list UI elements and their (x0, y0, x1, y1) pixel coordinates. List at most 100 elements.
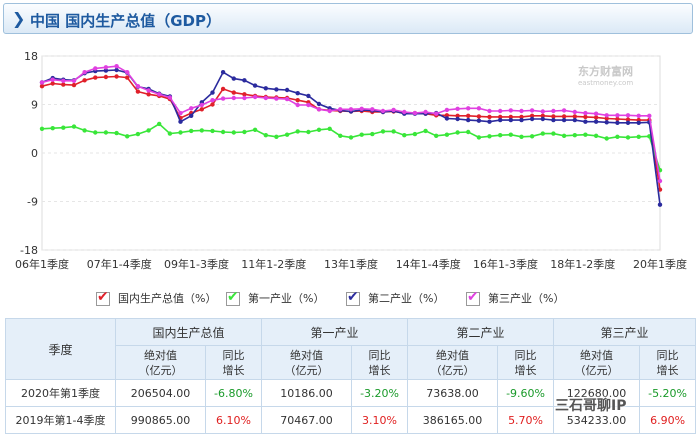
data-point[interactable] (316, 107, 322, 112)
data-point[interactable] (572, 109, 577, 115)
data-point[interactable] (199, 128, 204, 133)
data-point[interactable] (583, 132, 588, 137)
data-point[interactable] (615, 134, 620, 139)
data-point[interactable] (93, 66, 98, 71)
data-point[interactable] (114, 130, 119, 136)
data-point[interactable] (348, 135, 354, 140)
data-point[interactable] (561, 108, 567, 113)
data-point[interactable] (327, 108, 332, 114)
data-point[interactable] (551, 117, 556, 123)
data-point[interactable] (391, 129, 396, 134)
data-point[interactable] (167, 131, 173, 136)
data-point[interactable] (359, 132, 364, 137)
data-point[interactable] (50, 77, 55, 82)
data-point[interactable] (636, 134, 641, 139)
data-point[interactable] (210, 98, 215, 103)
data-point[interactable] (561, 133, 567, 138)
data-point[interactable] (551, 108, 556, 114)
data-point[interactable] (519, 114, 524, 120)
data-point[interactable] (210, 128, 215, 134)
data-point[interactable] (455, 130, 460, 135)
data-point[interactable] (252, 127, 258, 132)
data-point[interactable] (508, 117, 513, 123)
data-point[interactable] (657, 202, 663, 207)
data-point[interactable] (39, 80, 45, 85)
data-point[interactable] (199, 107, 204, 112)
data-point[interactable] (583, 114, 588, 120)
data-point[interactable] (625, 135, 631, 140)
data-point[interactable] (189, 113, 194, 119)
checkbox-icon[interactable]: ✔ (226, 289, 240, 306)
data-point[interactable] (444, 132, 450, 137)
data-point[interactable] (338, 107, 343, 112)
data-point[interactable] (295, 91, 300, 96)
data-point[interactable] (71, 78, 77, 83)
data-point[interactable] (519, 117, 524, 123)
data-point[interactable] (487, 114, 492, 120)
data-point[interactable] (455, 113, 460, 119)
data-point[interactable] (561, 114, 567, 119)
data-point[interactable] (71, 82, 77, 88)
data-point[interactable] (625, 113, 631, 118)
data-point[interactable] (636, 113, 641, 119)
data-point[interactable] (189, 106, 194, 111)
data-point[interactable] (380, 108, 386, 114)
data-point[interactable] (583, 119, 588, 124)
data-point[interactable] (231, 90, 236, 95)
data-point[interactable] (242, 129, 247, 135)
data-point[interactable] (455, 116, 460, 122)
data-point[interactable] (220, 70, 226, 75)
data-point[interactable] (551, 114, 556, 119)
data-point[interactable] (114, 67, 119, 73)
data-point[interactable] (561, 117, 567, 123)
data-point[interactable] (263, 86, 268, 91)
data-point[interactable] (529, 108, 535, 113)
checkbox-icon[interactable]: ✔ (466, 289, 480, 306)
data-point[interactable] (498, 133, 503, 138)
data-point[interactable] (466, 117, 471, 123)
data-point[interactable] (93, 75, 98, 80)
data-point[interactable] (615, 113, 620, 118)
data-point[interactable] (82, 128, 87, 133)
data-point[interactable] (220, 129, 226, 135)
data-point[interactable] (498, 108, 503, 114)
data-point[interactable] (540, 116, 545, 122)
data-point[interactable] (519, 134, 524, 139)
data-point[interactable] (593, 111, 599, 116)
data-point[interactable] (487, 119, 492, 124)
data-point[interactable] (625, 120, 631, 126)
data-point[interactable] (529, 116, 535, 122)
data-point[interactable] (593, 119, 599, 124)
data-point[interactable] (540, 131, 545, 136)
data-point[interactable] (466, 106, 471, 111)
data-point[interactable] (82, 78, 87, 83)
data-point[interactable] (657, 178, 663, 184)
data-point[interactable] (157, 121, 162, 127)
data-point[interactable] (103, 65, 109, 70)
data-point[interactable] (125, 134, 130, 139)
data-point[interactable] (636, 120, 641, 126)
data-point[interactable] (125, 70, 130, 75)
data-point[interactable] (412, 131, 418, 137)
data-point[interactable] (306, 102, 311, 108)
data-point[interactable] (476, 135, 482, 140)
data-point[interactable] (103, 130, 109, 135)
data-point[interactable] (157, 92, 162, 97)
data-point[interactable] (146, 92, 151, 97)
checkbox-icon[interactable]: ✔ (96, 289, 110, 306)
data-point[interactable] (508, 108, 513, 113)
data-point[interactable] (135, 131, 141, 137)
data-point[interactable] (316, 127, 322, 132)
data-point[interactable] (402, 133, 407, 138)
data-point[interactable] (466, 129, 471, 135)
data-point[interactable] (178, 119, 183, 124)
data-point[interactable] (540, 113, 545, 119)
data-point[interactable] (242, 92, 247, 97)
data-point[interactable] (146, 88, 151, 93)
data-point[interactable] (114, 64, 119, 69)
data-point[interactable] (348, 107, 354, 112)
data-point[interactable] (220, 96, 226, 101)
data-point[interactable] (295, 98, 300, 103)
checkbox-icon[interactable]: ✔ (346, 289, 360, 306)
legend-item[interactable]: ✔ 第一产业（%） (226, 289, 324, 306)
